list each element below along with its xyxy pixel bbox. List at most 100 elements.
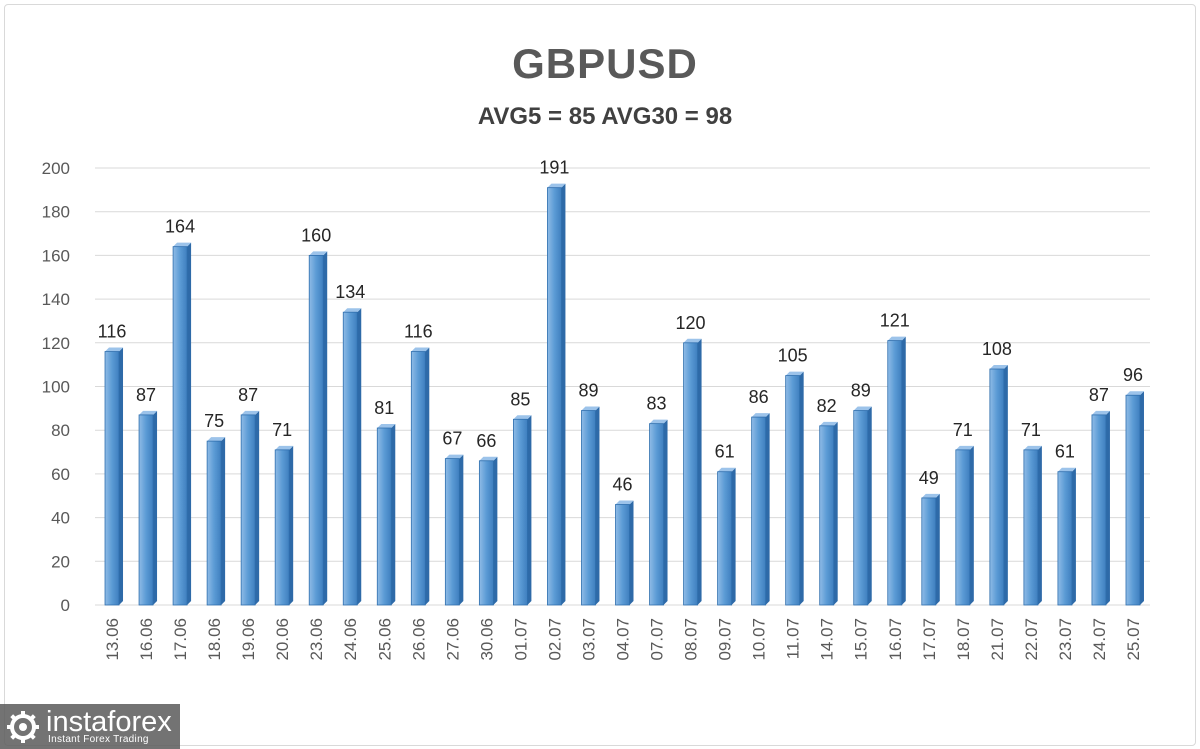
bar [104,347,124,606]
bar-front [989,368,1005,606]
bar-top [207,437,226,442]
bar-top [241,410,260,415]
bar-side [1003,365,1008,605]
bar-front [1091,414,1107,606]
bar-front [649,423,664,606]
data-label: 61 [715,442,735,462]
x-tick-label: 25.07 [1124,618,1143,661]
bar-top [649,419,668,424]
bar-side [119,347,124,605]
bar-top [989,365,1008,370]
bar-front [274,449,290,606]
data-label: 71 [272,420,292,440]
bar-front [444,458,460,606]
bar [989,365,1008,606]
y-tick-label: 40 [51,509,70,528]
bar [410,347,430,606]
chart-title: GBPUSD [512,40,698,87]
x-tick-label: 18.07 [954,618,973,661]
data-label: 46 [612,474,632,494]
data-label: 108 [982,339,1012,359]
x-tick-label: 02.07 [545,618,564,661]
x-tick-label: 18.06 [205,618,224,661]
x-tick-label: 26.06 [409,618,428,661]
bar-front [683,342,698,606]
x-tick-label: 11.07 [784,618,803,659]
y-tick-label: 0 [61,596,70,615]
bar [206,437,226,606]
y-tick-label: 200 [42,159,70,178]
bar-top [683,338,702,343]
data-label: 61 [1055,442,1075,462]
bar-top [955,445,974,450]
x-axis-labels: 13.06 16.06 17.06 18.06 19.06 20.06 23.06 24.06… [103,618,1143,661]
x-tick-label: 30.06 [477,618,496,661]
x-tick-label: 25.06 [375,618,394,661]
bar-side [323,251,328,605]
bar-front [717,471,732,606]
bar-front [1057,471,1073,606]
data-label: 86 [749,387,769,407]
bar-side [391,424,396,605]
bar-front [513,418,528,606]
x-tick-label: 22.07 [1022,618,1041,661]
bar-top [173,242,192,247]
data-label: 191 [539,158,569,178]
bar-top [1091,410,1110,415]
bar-front [887,340,903,606]
bar [751,413,770,606]
x-tick-label: 01.07 [511,618,530,661]
data-label: 67 [442,429,462,449]
bar [1091,410,1110,606]
bar-side [799,371,804,605]
bar-top [139,410,158,415]
data-label: 87 [1089,385,1109,405]
bar-side [901,336,906,605]
x-tick-label: 07.07 [648,618,667,661]
bar-top [1023,445,1042,450]
bar [921,493,940,606]
bar-side [731,467,736,605]
gear-logo-icon [7,711,39,743]
bar [513,415,532,606]
y-axis-ticks: 0 20 40 60 80 100 120 140 160 180 200 [42,159,70,615]
bar-front [615,504,630,606]
bar-side [187,242,192,605]
bar-top [615,500,634,505]
data-label: 87 [238,385,258,405]
data-label: 87 [136,385,156,405]
bar-top [445,454,464,459]
bar-front [240,414,256,606]
bar-side [221,437,226,605]
x-tick-label: 04.07 [614,618,633,661]
x-tick-label: 19.06 [239,618,258,661]
data-label: 85 [510,389,530,409]
x-tick-label: 20.06 [273,618,292,661]
y-tick-label: 60 [51,465,70,484]
bar-front [751,416,767,606]
watermark-brand: instaforex [46,706,172,738]
x-tick-label: 23.06 [307,618,326,661]
bar-front [308,254,324,606]
x-tick-label: 08.07 [682,618,701,661]
bar-top [1125,391,1144,396]
x-tick-label: 03.07 [579,618,598,661]
chart-subtitle: AVG5 = 85 AVG30 = 98 [477,103,733,130]
bar-side [289,445,294,605]
bar-top [275,445,294,450]
bar-front [376,427,392,606]
x-tick-label: 27.06 [443,618,462,661]
bar-side [459,454,464,605]
data-label: 120 [676,313,706,333]
bar [649,419,668,606]
x-tick-label: 23.07 [1056,618,1075,661]
bar-side [1105,410,1110,605]
bar-top [751,413,770,418]
bar-front [547,187,562,606]
y-tick-label: 160 [42,246,70,265]
x-tick-label: 09.07 [716,618,735,661]
bar-top [887,336,906,341]
bar-side [1139,391,1144,605]
bar [615,500,634,606]
bar-side [255,410,260,605]
